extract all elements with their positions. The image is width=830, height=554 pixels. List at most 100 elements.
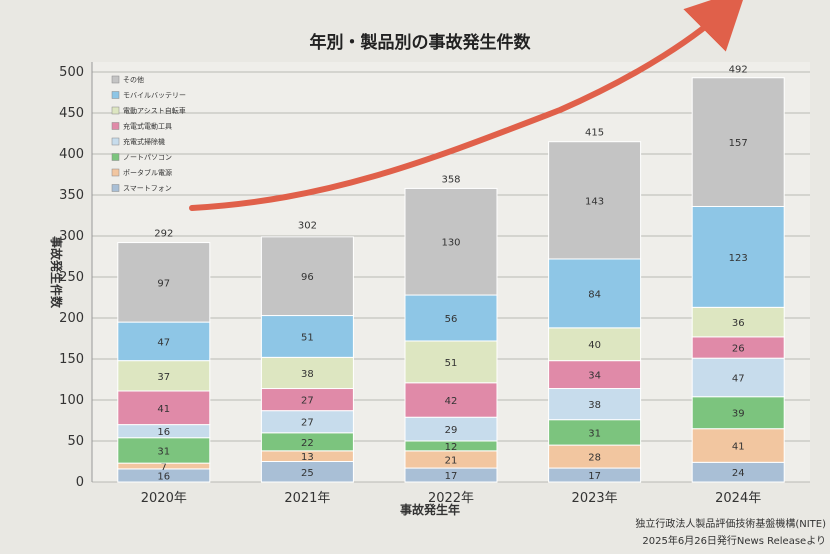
y-tick-label: 150 <box>59 352 84 367</box>
chart-title: 年別・製品別の事故発生件数 <box>310 32 532 53</box>
segment-value-label: 31 <box>588 428 601 439</box>
x-tick-label: 2023年 <box>572 491 618 506</box>
bars: 1673116413747972922513222727385196302172… <box>117 65 785 483</box>
bar-segment <box>117 321 211 362</box>
segment-value-label: 42 <box>445 396 458 407</box>
segment-value-label: 47 <box>157 337 170 348</box>
legend-swatch <box>111 91 120 99</box>
segment-value-label: 17 <box>588 471 601 482</box>
segment-value-label: 26 <box>732 344 745 355</box>
x-tick-label: 2020年 <box>141 491 187 506</box>
bar-segment <box>691 357 785 398</box>
segment-value-label: 17 <box>445 471 458 482</box>
segment-value-label: 36 <box>732 318 745 329</box>
total-value-label: 302 <box>298 220 317 231</box>
segment-value-label: 143 <box>585 196 604 207</box>
total-value-label: 358 <box>441 174 460 185</box>
legend-swatch <box>111 106 120 115</box>
legend-swatch <box>111 184 120 192</box>
segment-value-label: 16 <box>157 427 170 438</box>
legend-label: その他 <box>123 75 144 84</box>
bar-segment <box>691 396 785 430</box>
bar-segment <box>691 306 785 338</box>
segment-value-label: 28 <box>588 453 601 464</box>
segment-value-label: 34 <box>588 371 601 382</box>
y-tick-label: 450 <box>59 106 84 121</box>
segment-value-label: 96 <box>301 272 314 283</box>
legend: その他モバイルバッテリー電動アシスト自転車充電式電動工具充電式掃除機ノートパソコ… <box>111 75 186 193</box>
segment-value-label: 38 <box>301 369 314 380</box>
segment-value-label: 24 <box>732 468 745 479</box>
legend-swatch <box>111 75 120 84</box>
y-tick-label: 0 <box>76 475 84 490</box>
legend-label: モバイルバッテリー <box>123 92 186 100</box>
y-tick-label: 50 <box>67 434 84 449</box>
legend-label: 充電式掃除機 <box>123 137 165 146</box>
y-tick-label: 400 <box>59 147 84 162</box>
total-value-label: 292 <box>154 229 173 240</box>
segment-value-label: 37 <box>157 372 170 383</box>
segment-value-label: 130 <box>441 238 460 249</box>
x-tick-label: 2022年 <box>428 491 474 506</box>
bar-segment <box>548 419 642 446</box>
y-axis-title: 事故発生件数 <box>49 236 64 309</box>
y-tick-label: 200 <box>59 311 84 326</box>
bar-segment <box>548 388 642 421</box>
bar-segment <box>117 360 211 392</box>
bar-segment <box>260 236 354 317</box>
bar-segment <box>548 141 642 260</box>
x-tick-label: 2021年 <box>284 491 330 506</box>
segment-value-label: 41 <box>157 404 170 415</box>
segment-value-label: 51 <box>301 332 314 343</box>
segment-value-label: 22 <box>301 438 314 449</box>
bar-segment <box>404 382 498 418</box>
segment-value-label: 51 <box>445 358 458 369</box>
total-value-label: 415 <box>585 128 604 139</box>
legend-label: ノートパソコン <box>123 154 172 162</box>
legend-label: 電動アシスト自転車 <box>123 106 186 115</box>
segment-value-label: 38 <box>588 400 601 411</box>
legend-swatch <box>111 153 120 161</box>
y-tick-label: 100 <box>59 393 84 408</box>
segment-value-label: 84 <box>588 289 601 300</box>
segment-value-label: 157 <box>729 138 748 149</box>
segment-value-label: 56 <box>445 314 458 325</box>
x-tick-label: 2024年 <box>715 491 761 506</box>
segment-value-label: 16 <box>157 471 170 482</box>
legend-swatch <box>111 122 120 130</box>
bar-segment <box>260 315 354 358</box>
total-value-label: 492 <box>729 65 748 76</box>
legend-swatch <box>111 137 120 146</box>
segment-value-label: 97 <box>157 278 170 289</box>
y-tick-label: 250 <box>59 270 84 285</box>
segment-value-label: 25 <box>301 468 314 479</box>
bar-segment <box>691 205 785 308</box>
segment-value-label: 39 <box>732 409 745 420</box>
segment-value-label: 27 <box>301 396 314 407</box>
segment-value-label: 7 <box>161 462 167 473</box>
legend-label: スマートフォン <box>123 185 172 193</box>
segment-value-label: 40 <box>588 340 601 351</box>
y-axis-ticks: 0 50 100 150 200 250 300 350 400 450 500 <box>59 65 84 490</box>
y-tick-label: 300 <box>59 229 84 244</box>
segment-value-label: 29 <box>445 425 458 436</box>
segment-value-label: 13 <box>301 452 314 463</box>
bar-segment <box>548 360 642 390</box>
source-line-2: 2025年6月26日発行News Releaseより <box>642 534 826 547</box>
y-tick-label: 350 <box>59 188 84 203</box>
bar-segment <box>548 258 642 329</box>
segment-value-label: 21 <box>445 455 458 466</box>
segment-value-label: 123 <box>729 253 748 264</box>
bar-segment <box>117 242 211 323</box>
segment-value-label: 27 <box>301 418 314 429</box>
bar-segment <box>691 77 785 207</box>
bar-segment <box>117 437 211 464</box>
legend-label: ポータブル電源 <box>123 168 172 177</box>
bar-segment <box>691 428 785 463</box>
bar-segment <box>117 390 211 426</box>
legend-swatch <box>111 168 120 177</box>
source-line-1: 独立行政法人製品評価技術基盤機構(NITE) <box>635 517 826 530</box>
segment-value-label: 41 <box>732 442 745 453</box>
segment-value-label: 31 <box>157 446 170 457</box>
legend-label: 充電式電動工具 <box>123 122 172 131</box>
